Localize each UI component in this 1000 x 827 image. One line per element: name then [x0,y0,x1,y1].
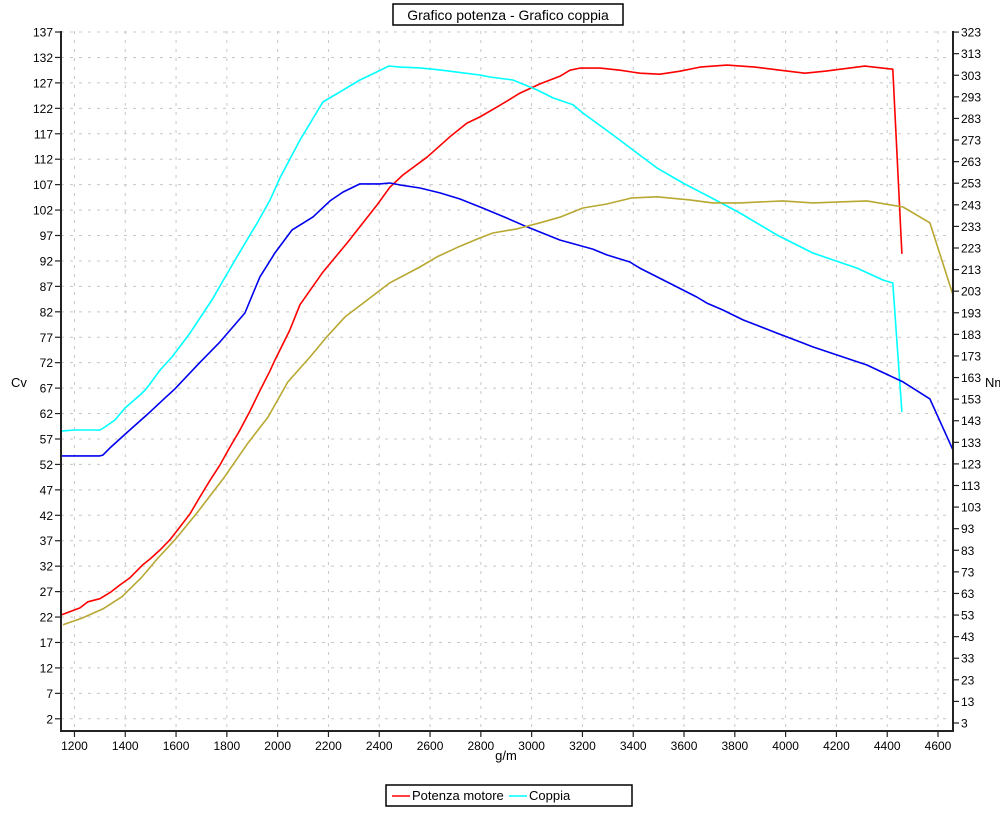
y-left-tick-label: 87 [40,280,54,294]
x-tick-label: 3600 [671,739,698,753]
x-tick-label: 2000 [264,739,291,753]
y-right-tick-label: 303 [961,69,981,83]
series-coppia [60,65,903,432]
x-axis-label: g/m [495,748,517,763]
y-left-tick-label: 97 [40,229,54,243]
x-tick-label: 2400 [366,739,393,753]
y-left-tick-label: 37 [40,534,54,548]
y-right-tick-label: 283 [961,112,981,126]
y-right-tick-label: 53 [961,609,975,623]
y-right-tick-label: 83 [961,544,975,558]
y-right-tick-label: 93 [961,522,975,536]
grid [61,31,953,731]
y-left-tick-label: 67 [40,382,54,396]
y-axis-right-label: Nm [985,375,1000,390]
y-right-tick-label: 253 [961,177,981,191]
y-right-tick-label: 293 [961,90,981,104]
y-axis-left-label: Cv [11,375,27,390]
y-left-tick-label: 77 [40,331,54,345]
y-right-tick-label: 13 [961,695,975,709]
y-left-tick-label: 117 [34,127,53,141]
x-tick-label: 2200 [315,739,342,753]
y-right-tick-label: 163 [961,371,981,385]
legend-label-coppia: Coppia [529,788,571,803]
x-tick-label: 4600 [925,739,952,753]
y-left-tick-label: 92 [40,254,54,268]
y-right-tick-label: 323 [961,26,981,40]
y-right-tick-label: 43 [961,630,975,644]
x-tick-label: 4000 [772,739,799,753]
x-tick-label: 3000 [518,739,545,753]
y-left-tick-label: 107 [33,178,53,192]
y-right-tick-label: 193 [961,306,981,320]
y-left-tick-label: 137 [33,26,53,40]
y-left-tick-label: 2 [46,712,53,726]
y-left-tick-label: 127 [33,76,53,90]
y-right-tick-label: 103 [961,501,981,515]
y-left-tick-label: 62 [40,407,54,421]
y-right-tick-label: 173 [961,349,981,363]
legend-label-potenza: Potenza motore [412,788,504,803]
y-right-tick-label: 223 [961,241,981,255]
y-right-tick-label: 63 [961,587,975,601]
y-left-tick-label: 57 [40,432,54,446]
y-right-tick-label: 73 [961,565,975,579]
y-left-tick-label: 52 [40,458,54,472]
y-right-tick-label: 113 [961,479,980,493]
series-group [60,64,954,626]
y-right-tick-label: 203 [961,285,981,299]
y-right-tick-label: 133 [961,436,981,450]
legend: Potenza motore Coppia [385,784,633,807]
y-right-tick-label: 23 [961,673,975,687]
x-tick-label: 3800 [721,739,748,753]
y-right-tick-label: 183 [961,328,981,342]
y-left-tick-label: 12 [40,661,54,675]
x-tick-label: 1200 [61,739,88,753]
y-left-tick-label: 132 [33,51,53,65]
y-left-tick-label: 27 [40,585,54,599]
series-blue [61,182,954,457]
y-right-tick-label: 233 [961,220,981,234]
x-tick-label: 2600 [417,739,444,753]
y-right-tick-label: 3 [961,717,968,731]
y-left-tick-label: 72 [40,356,54,370]
x-tick-label: 4400 [874,739,901,753]
x-tick-label: 2800 [467,739,494,753]
y-right-tick-label: 33 [961,652,975,666]
chart-title-text: Grafico potenza - Grafico coppia [407,7,609,23]
x-tick-label: 1800 [214,739,241,753]
chart-title: Grafico potenza - Grafico coppia [392,3,624,26]
x-tick-label: 3200 [569,739,596,753]
x-tick-label: 4200 [823,739,850,753]
axes: 1200 1400 1600 1800 2000 2200 2400 2600 2800 3000… [33,26,981,753]
series-potenza-motore [60,64,903,616]
y-left-tick-label: 22 [40,611,54,625]
y-left-tick-label: 122 [33,102,53,116]
y-left-tick-label: 82 [40,305,54,319]
y-right-tick-label: 263 [961,155,981,169]
x-tick-label: 1600 [163,739,190,753]
y-left-tick-label: 102 [33,204,53,218]
y-right-tick-label: 143 [961,414,981,428]
y-right-tick-label: 243 [961,198,981,212]
series-olive [62,196,954,626]
y-left-tick-label: 17 [40,636,54,650]
x-tick-label: 1400 [112,739,139,753]
y-right-tick-label: 123 [961,457,981,471]
x-tick-label: 3400 [620,739,647,753]
y-left-tick-label: 47 [40,483,54,497]
y-right-tick-label: 213 [961,263,981,277]
y-left-tick-label: 112 [34,153,53,167]
y-right-tick-label: 313 [961,47,981,61]
y-right-tick-label: 153 [961,393,981,407]
y-left-tick-label: 42 [40,509,54,523]
y-right-tick-label: 273 [961,134,981,148]
y-left-tick-label: 7 [46,687,53,701]
y-left-tick-label: 32 [40,560,54,574]
